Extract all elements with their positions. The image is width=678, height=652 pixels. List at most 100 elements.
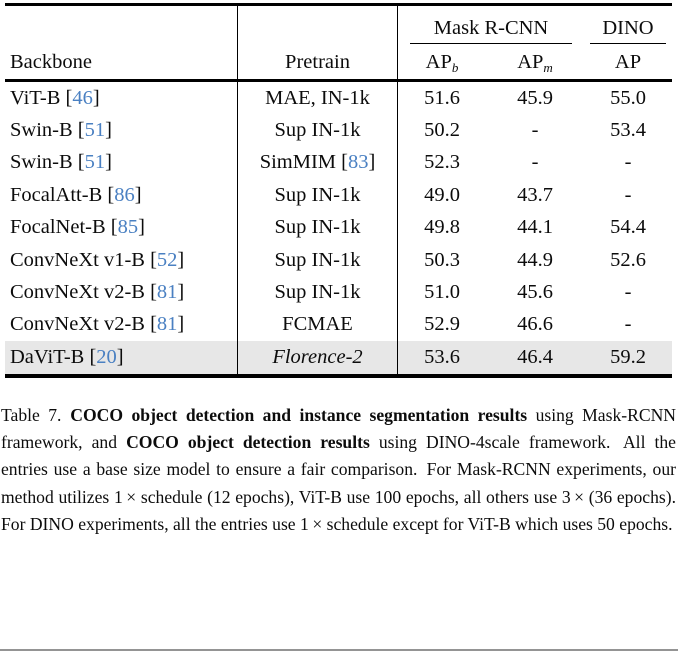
ap-b-cell: 52.3 [424, 151, 460, 174]
pretrain-header-label: Pretrain [285, 51, 350, 73]
pretrain-value: MAE, IN-1k [265, 86, 370, 109]
column-header-backbone: Backbone [5, 6, 237, 79]
dino-ap-cell: - [624, 281, 632, 304]
table-header-rule [5, 79, 672, 82]
pretrain-cell: SimMIM [83] [237, 146, 398, 180]
table-row: FocalNet-B [85] Sup IN-1k 49.8 44.1 54.4 [5, 211, 672, 244]
citation-link[interactable]: 81 [156, 313, 178, 336]
table-row: ConvNeXt v2-B [81] FCMAE 52.9 46.6 - [5, 308, 672, 342]
dino-ap-cell: 53.4 [610, 119, 646, 142]
column-header-ap-m: AP m [486, 44, 584, 79]
column-header-dino-ap: AP [584, 44, 672, 79]
backbone-header-label: Backbone [10, 51, 92, 73]
backbone-cell: DaViT-B [20] [10, 345, 124, 368]
table-row: ConvNeXt v1-B [52] Sup IN-1k 50.3 44.9 52.6 [5, 243, 672, 277]
backbone-cell: FocalNet-B [85] [10, 216, 145, 239]
pretrain-cell: Sup IN-1k [237, 211, 398, 244]
column-header-pretrain: Pretrain [237, 6, 398, 79]
caption-text: Table 7. [1, 405, 71, 425]
ap-m-cell: 43.7 [517, 183, 553, 206]
table-body: ViT-B [46] MAE, IN-1k 51.6 45.9 55.0 Swin-B [… [5, 82, 672, 374]
pretrain-cell: MAE, IN-1k [237, 82, 398, 115]
backbone-cell: Swin-B [51] [10, 119, 112, 142]
ap-b-cell: 52.9 [424, 313, 460, 336]
group-header-dino: DINO [584, 6, 672, 44]
pretrain-value: Sup IN-1k [274, 216, 361, 239]
citation-link[interactable]: 83 [347, 151, 369, 174]
ap-m-cell: 45.9 [517, 86, 553, 109]
ap-m-cell: 46.6 [517, 313, 553, 336]
ap-m-cell: 45.6 [517, 281, 553, 304]
table-row: Swin-B [51] Sup IN-1k 50.2 - 53.4 [5, 114, 672, 147]
dino-ap-label: AP [614, 51, 642, 73]
dino-ap-cell: - [624, 183, 632, 206]
group-header-mask-rcnn: Mask R-CNN [398, 6, 584, 44]
table-row: ConvNeXt v2-B [81] Sup IN-1k 51.0 45.6 - [5, 276, 672, 309]
pretrain-value: Sup IN-1k [274, 119, 361, 142]
citation-link[interactable]: 81 [156, 281, 178, 304]
ap-b-cell: 51.6 [424, 86, 460, 109]
citation-link[interactable]: 86 [114, 183, 135, 206]
bottom-divider [0, 649, 678, 651]
backbone-cell: ConvNeXt v2-B [81] [10, 313, 185, 336]
table-row: DaViT-B [20] Florence-2 53.6 46.4 59.2 [5, 341, 672, 374]
caption-bold-text: COCO object detection and instance segme… [70, 405, 528, 425]
dino-ap-cell: - [624, 313, 632, 336]
table-row: ViT-B [46] MAE, IN-1k 51.6 45.9 55.0 [5, 82, 672, 115]
citation-link[interactable]: 46 [72, 86, 93, 109]
backbone-cell: Swin-B [51] [10, 151, 112, 174]
table-header: Backbone Pretrain Mask R-CNN DINO AP b AP… [5, 6, 672, 79]
dino-label: DINO [590, 17, 666, 44]
dino-ap-cell: 59.2 [610, 345, 646, 368]
pretrain-value: Sup IN-1k [274, 281, 361, 304]
citation-link[interactable]: 85 [117, 216, 139, 239]
results-table: Backbone Pretrain Mask R-CNN DINO AP b AP… [5, 3, 672, 378]
table-bottom-rule [5, 373, 672, 378]
pretrain-value: Florence-2 [272, 345, 363, 368]
dino-ap-cell: 54.4 [610, 216, 646, 239]
column-header-ap-b: AP b [398, 44, 486, 79]
ap-m-cell: 46.4 [517, 345, 553, 368]
dino-ap-cell: 52.6 [610, 248, 646, 271]
ap-b-cell: 49.8 [424, 216, 460, 239]
pretrain-cell: Sup IN-1k [237, 276, 398, 309]
ap-b-subscript: b [451, 60, 459, 75]
ap-m-cell: 44.1 [517, 216, 553, 239]
table-caption: Table 7. COCO object detection and insta… [1, 402, 676, 538]
ap-m-cell: - [531, 119, 539, 142]
table-row: FocalAtt-B [86] Sup IN-1k 49.0 43.7 - [5, 179, 672, 212]
ap-b-cell: 50.3 [424, 248, 460, 271]
mask-rcnn-label: Mask R-CNN [410, 17, 572, 44]
pretrain-value: Sup IN-1k [274, 248, 361, 271]
ap-b-cell: 50.2 [424, 119, 460, 142]
caption-bold-text: COCO object detection results [126, 432, 370, 453]
pretrain-cell: FCMAE [237, 308, 398, 342]
pretrain-value: FCMAE [282, 313, 353, 336]
backbone-cell: ConvNeXt v1-B [52] [10, 248, 185, 271]
ap-b-cell: 49.0 [424, 183, 460, 206]
pretrain-cell: Sup IN-1k [237, 114, 398, 147]
citation-link[interactable]: 51 [84, 151, 106, 174]
dino-ap-cell: - [624, 151, 632, 174]
pretrain-value: Sup IN-1k [274, 183, 361, 206]
pretrain-cell: Florence-2 [237, 341, 398, 374]
citation-link[interactable]: 20 [96, 345, 117, 368]
ap-m-cell: - [531, 151, 539, 174]
pretrain-cell: Sup IN-1k [237, 179, 398, 212]
citation-link[interactable]: 52 [156, 248, 178, 271]
citation-link[interactable]: 51 [84, 119, 106, 142]
backbone-cell: FocalAtt-B [86] [10, 183, 142, 206]
table-row: Swin-B [51] SimMIM [83] 52.3 - - [5, 146, 672, 180]
ap-b-cell: 53.6 [424, 345, 460, 368]
pretrain-value: SimMIM [83] [259, 151, 376, 174]
ap-m-base: AP [517, 51, 544, 73]
table-top-rule [5, 3, 672, 6]
backbone-cell: ConvNeXt v2-B [81] [10, 281, 185, 304]
ap-m-subscript: m [543, 60, 553, 75]
caption-text: using DINO-4scale framework. All the ent… [1, 432, 676, 534]
ap-m-cell: 44.9 [517, 248, 553, 271]
dino-ap-cell: 55.0 [610, 86, 646, 109]
caption-text: using Mask-RCNN framework, and [1, 405, 676, 453]
backbone-cell: ViT-B [46] [10, 86, 100, 109]
ap-b-cell: 51.0 [424, 281, 460, 304]
